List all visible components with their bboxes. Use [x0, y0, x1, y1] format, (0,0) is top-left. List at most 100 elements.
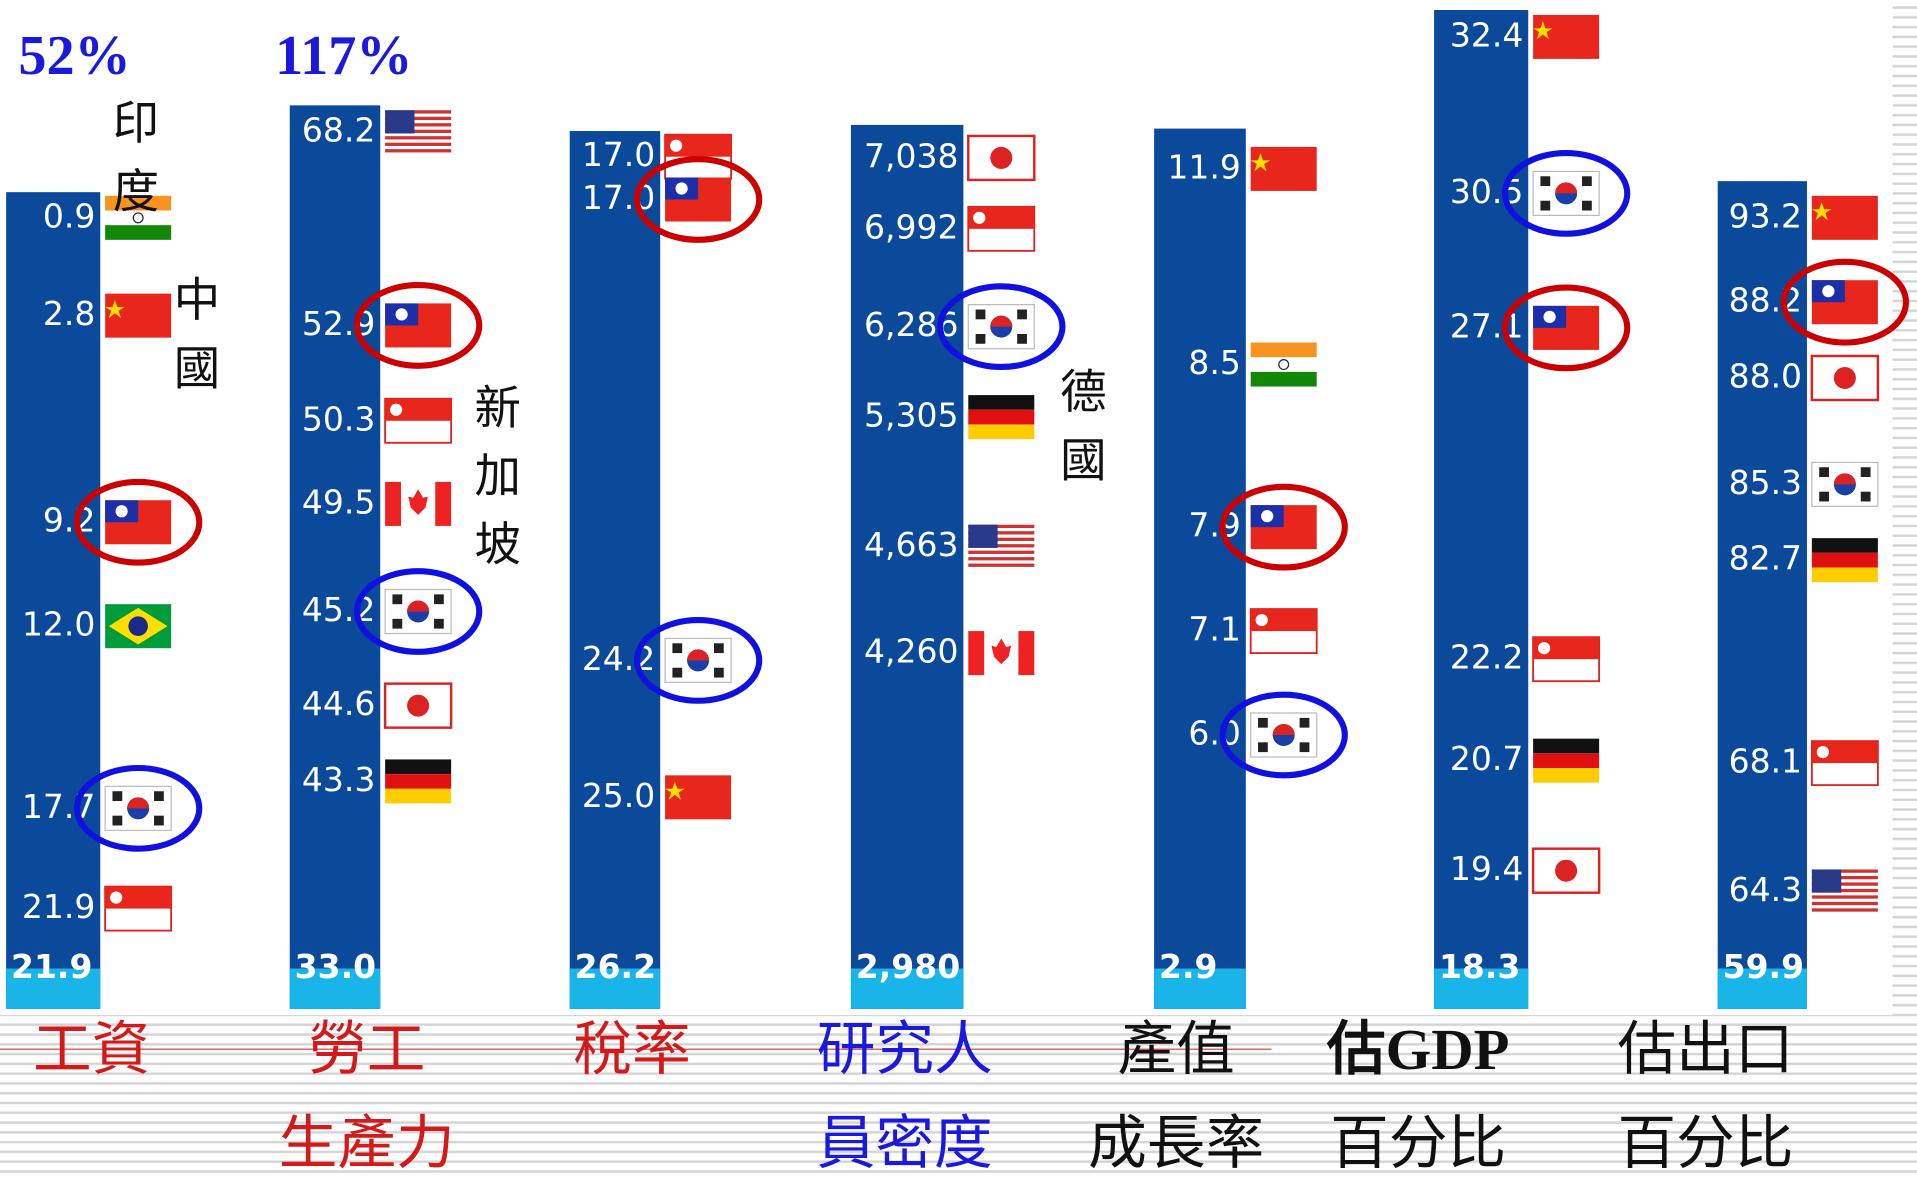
flag-part [1250, 371, 1317, 387]
flag [968, 631, 1035, 676]
flag-part [1533, 738, 1600, 754]
column-title: 百分比 [1330, 1111, 1506, 1176]
flag [1533, 14, 1600, 59]
value-label: 21.9 [22, 887, 95, 926]
flag-part [968, 531, 1035, 535]
flag [385, 110, 452, 155]
flag [105, 195, 172, 240]
flag-part [665, 134, 732, 157]
column-title: 百分比 [1617, 1111, 1793, 1176]
highlight-circle [353, 568, 483, 655]
flag-part [115, 505, 128, 518]
flag-part [669, 139, 683, 152]
flag-part [1833, 366, 1856, 389]
flag-part [112, 815, 123, 826]
flag-part [105, 293, 172, 338]
value-label: 4,260 [864, 632, 958, 671]
stripe-background [0, 1014, 1917, 1179]
flag-part [1811, 538, 1878, 553]
bar-base [1154, 968, 1246, 1009]
flag-part [1555, 859, 1578, 882]
bar-base [6, 968, 101, 1009]
flag-part [990, 315, 1013, 327]
flag [384, 397, 453, 444]
flag-part [1250, 146, 1317, 191]
value-label: 93.2 [1729, 196, 1802, 235]
flag-part [968, 544, 1035, 548]
flag-part [687, 649, 710, 661]
flag-part [105, 299, 125, 319]
flag-part [1255, 613, 1268, 627]
value-label: 0.9 [43, 196, 95, 235]
flag-part [672, 643, 683, 654]
flag-part [1540, 200, 1551, 211]
highlight-circle [353, 282, 483, 369]
column-title: 成長率 [1088, 1111, 1264, 1176]
value-label: 7,038 [864, 136, 958, 175]
flag-part [1299, 717, 1310, 728]
flag-part [672, 667, 683, 678]
top-label: 117% [275, 25, 412, 87]
flag-part [105, 886, 172, 909]
flag-part [1250, 342, 1317, 358]
flag-part [1582, 176, 1592, 187]
flag-part [395, 308, 408, 321]
flag-part [1819, 467, 1829, 478]
flag-part [1278, 359, 1290, 371]
flag-part [407, 694, 430, 717]
flag-part [385, 136, 452, 140]
flag [665, 177, 732, 222]
value-label: 11.9 [1167, 147, 1240, 186]
value-label: 2.8 [43, 294, 95, 333]
column-title: 稅率 [573, 1017, 690, 1082]
flag-part [110, 891, 123, 904]
flag-part [1258, 742, 1268, 753]
value-label: 9.2 [43, 501, 95, 540]
flag-part [154, 791, 164, 802]
flag-part [968, 206, 1035, 229]
value-label: 49.5 [302, 482, 375, 521]
flag [385, 759, 452, 804]
stripe-edge [1892, 0, 1917, 1015]
flag [104, 785, 172, 831]
value-label: 19.4 [1450, 849, 1523, 888]
flag [105, 500, 172, 545]
base-value: 2.9 [1159, 947, 1217, 986]
flag-part [713, 667, 724, 678]
base-value: 26.2 [575, 947, 656, 986]
flag-part [1538, 642, 1551, 655]
value-label: 68.1 [1729, 742, 1802, 781]
column-title: 研究人 [817, 1017, 993, 1082]
flag-part [105, 210, 172, 226]
flag [1810, 354, 1880, 402]
flag-part [665, 781, 685, 800]
flag [1811, 461, 1879, 507]
column-title: 生產力 [279, 1111, 455, 1176]
flag-part [1811, 875, 1878, 880]
flag-part [385, 398, 452, 421]
flag-part [1017, 333, 1027, 344]
flag-part [392, 618, 403, 629]
value-label: 50.3 [302, 399, 375, 438]
value-label: 44.6 [302, 684, 375, 723]
highlight-circle [633, 617, 763, 704]
flag-part [435, 481, 452, 526]
value-label: 4,663 [864, 525, 958, 564]
flag-part [975, 333, 986, 344]
value-label: 8.5 [1188, 343, 1240, 382]
annotation: 中國 [166, 275, 217, 412]
value-label: 64.3 [1729, 870, 1802, 909]
flag-part [973, 211, 986, 224]
flag-part [1819, 491, 1829, 502]
value-label: 82.7 [1729, 539, 1802, 578]
flag [967, 304, 1035, 350]
flag [105, 293, 172, 338]
flag-part [1299, 742, 1310, 753]
flag-part [968, 524, 1035, 529]
flag-part [105, 225, 172, 240]
flag-part [1250, 357, 1317, 372]
value-label: 85.3 [1729, 463, 1802, 502]
flag [1532, 170, 1600, 217]
bar-base [569, 968, 661, 1009]
